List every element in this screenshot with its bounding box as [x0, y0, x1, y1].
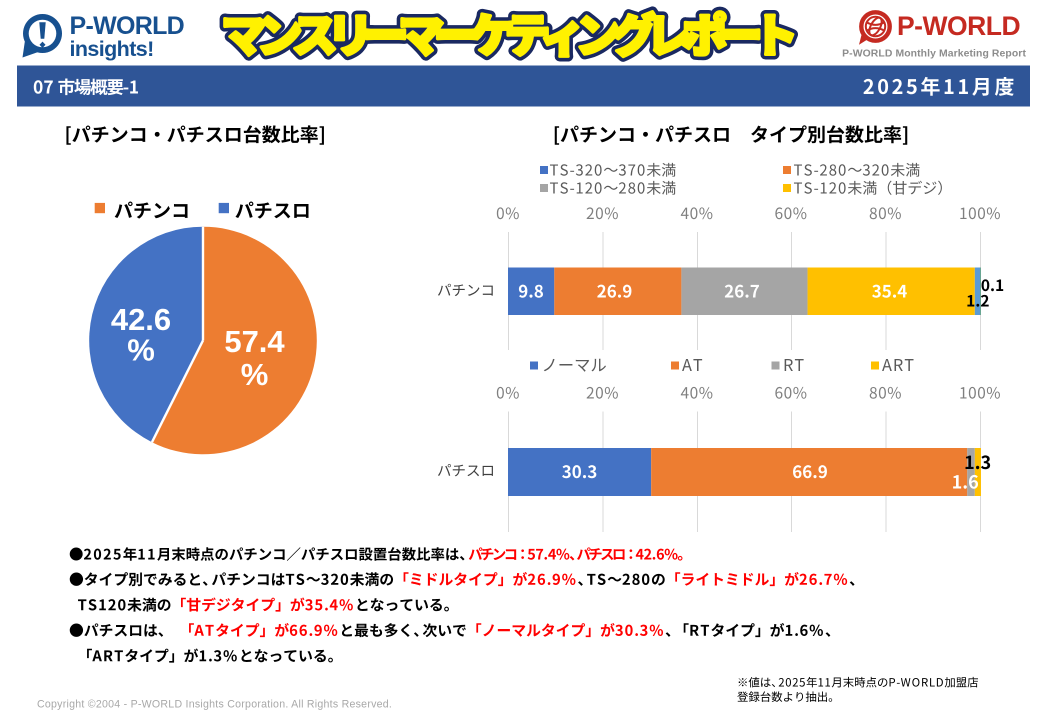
svg-text:Copyright ©2004 - P-WORLD Ins: Copyright ©2004 - P-WORLD Insights Corpo…	[37, 699, 392, 711]
svg-text:P-WORLD: P-WORLD	[897, 11, 1020, 41]
svg-text:%: %	[127, 333, 155, 368]
svg-text:insights!: insights!	[70, 37, 154, 61]
svg-text:%: %	[241, 357, 269, 392]
svg-text:P-WORLD Monthly Marketing Repo: P-WORLD Monthly Marketing Report	[842, 48, 1026, 59]
svg-text:57.4: 57.4	[224, 324, 285, 359]
svg-text:P-WORLD: P-WORLD	[70, 12, 185, 40]
